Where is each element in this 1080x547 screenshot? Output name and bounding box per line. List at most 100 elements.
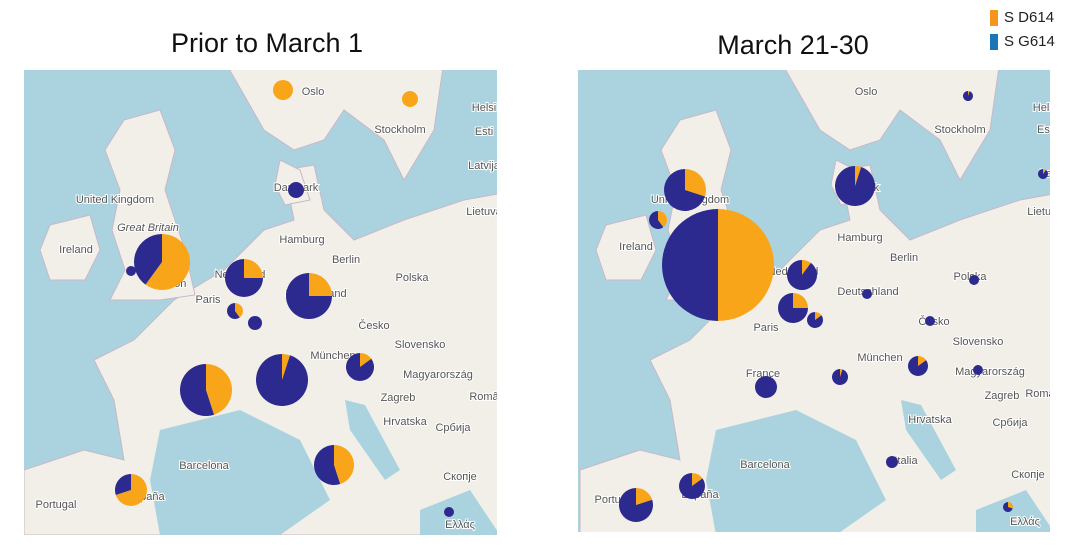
pie-slice [802, 260, 811, 275]
place-label: Скопје [443, 471, 477, 483]
pie [973, 365, 983, 375]
pie [227, 303, 243, 320]
pie-slice [963, 91, 974, 101]
pie-slice [244, 259, 263, 278]
pie-slice [832, 369, 848, 385]
pie-slice [648, 211, 664, 230]
place-label: Magyarország [955, 366, 1025, 378]
place-label: Oslo [855, 86, 878, 98]
pie-slice [787, 260, 818, 290]
place-label: München [310, 350, 355, 362]
place-label: Berlin [332, 254, 360, 266]
pie-slice [807, 312, 824, 328]
pie-slice [1003, 502, 1013, 512]
map-panel [578, 70, 1050, 532]
place-label: Magyarország [403, 369, 473, 381]
pie [273, 80, 293, 100]
pie-slice [334, 445, 354, 485]
pie [346, 353, 374, 382]
map-panel [24, 70, 497, 535]
place-label: Hrvatska [383, 416, 427, 428]
pie-slice [855, 166, 862, 186]
pie-slice [886, 456, 898, 468]
pie-slice [288, 182, 304, 198]
legend-swatch [990, 34, 998, 50]
pie [807, 312, 824, 328]
place-label: Est [1037, 124, 1053, 136]
pie-slice [145, 234, 191, 291]
place-label: Zagreb [985, 390, 1020, 402]
pie [755, 376, 777, 398]
place-label: Oslo [302, 86, 325, 98]
pie-slice [755, 376, 777, 398]
pie [619, 488, 653, 522]
pie-slice [969, 275, 979, 285]
pie [313, 445, 354, 485]
pie [862, 289, 872, 299]
pie-slice [718, 209, 774, 321]
pie [444, 507, 454, 517]
place-label: Hamburg [837, 232, 882, 244]
place-label: United Kingdom [76, 194, 154, 206]
place-label: Lietuva [1027, 206, 1063, 218]
legend-swatch [990, 10, 998, 26]
pie-slice [126, 266, 136, 276]
pie [1037, 169, 1048, 180]
pie [248, 316, 262, 330]
pie-slice [793, 293, 808, 308]
pie-slice [206, 364, 232, 415]
place-label: Ελλάς [1010, 516, 1040, 528]
legend-label: S G614 [1004, 33, 1055, 50]
pie-slice [346, 353, 374, 382]
place-label: Stockholm [934, 124, 985, 136]
place-label: Româ [1025, 388, 1055, 400]
pie [963, 91, 974, 101]
pie-slice [636, 488, 653, 505]
place-label: Slovensko [395, 339, 446, 351]
place-label: Ireland [619, 241, 653, 253]
pie [925, 316, 935, 326]
pie-slice [179, 364, 215, 416]
pie-slice [115, 474, 131, 495]
pie-slice [256, 354, 309, 407]
place-label: Latvija [468, 160, 501, 172]
pie-slice [619, 488, 653, 522]
pie-slice [968, 91, 970, 96]
place-label: Česko [358, 319, 389, 332]
pie-slice [235, 303, 243, 318]
place-label: Hamburg [279, 234, 324, 246]
pie [179, 364, 232, 416]
pie [134, 234, 191, 291]
pie-slice [282, 354, 291, 380]
pie [969, 275, 979, 285]
pie-slice [778, 293, 808, 323]
pie [886, 456, 898, 468]
place-label: Lietuva [466, 206, 502, 218]
place-label: München [857, 352, 902, 364]
pie-slice [908, 356, 929, 377]
pie-slice [444, 507, 454, 517]
pie-slice [835, 166, 876, 207]
pie-slice [227, 303, 240, 320]
pie-slice [815, 312, 822, 320]
place-label: Hrvatska [908, 414, 952, 426]
place-label: Portugal [36, 499, 77, 511]
pie-slice [862, 289, 872, 299]
pie-slice [678, 473, 705, 500]
pie [835, 166, 876, 207]
pie-slice [1037, 169, 1048, 180]
pie [778, 293, 808, 323]
pie-slice [658, 211, 667, 228]
place-label: Helsi [1033, 102, 1057, 114]
pie [908, 356, 929, 377]
pie [648, 211, 667, 230]
legend: S D614 S G614 [990, 9, 1055, 50]
pie-slice [225, 259, 263, 297]
place-label: Ireland [59, 244, 93, 256]
pie-slice [663, 169, 705, 212]
place-label: Србија [992, 417, 1028, 429]
pie-slice [115, 474, 147, 506]
pie-slice [692, 473, 703, 486]
